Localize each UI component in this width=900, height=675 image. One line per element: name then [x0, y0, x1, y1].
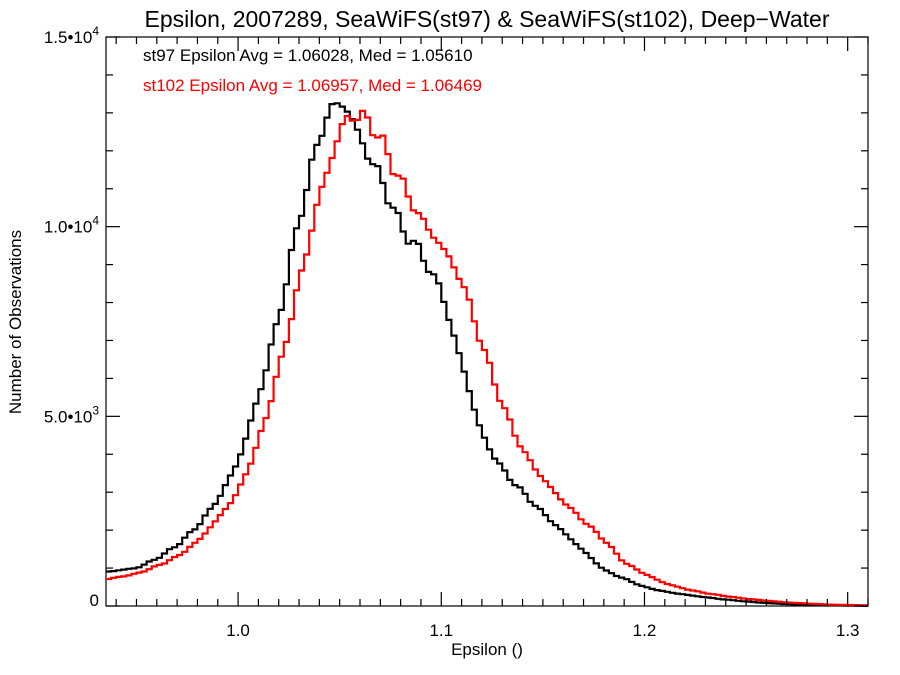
y-tick-label: 5.0•103: [44, 403, 100, 426]
chart-title: Epsilon, 2007289, SeaWiFS(st97) & SeaWiF…: [145, 6, 830, 32]
x-axis-label: Epsilon (): [451, 640, 523, 659]
y-tick-label: 1.0•104: [44, 214, 100, 237]
y-axis-label: Number of Observations: [6, 230, 25, 414]
y-tick-label: 0: [90, 591, 99, 610]
x-tick-label: 1.0: [226, 621, 250, 640]
x-axis: 1.0 1.1 1.2 1.3: [115, 37, 869, 640]
x-tick-label: 1.2: [633, 621, 657, 640]
plot-area: [105, 36, 869, 607]
plot-frame: [105, 36, 869, 607]
series-line-st102: [106, 109, 868, 607]
series-lines: [106, 102, 868, 607]
legend-entry-st97: st97 Epsilon Avg = 1.06028, Med = 1.0561…: [143, 46, 473, 65]
series-line-st97: [106, 102, 868, 607]
y-tick-label: 1.5•104: [44, 24, 100, 47]
legend: st97 Epsilon Avg = 1.06028, Med = 1.0561…: [143, 46, 482, 95]
x-tick-label: 1.3: [836, 621, 860, 640]
y-axis: 0 5.0•103 1.0•104 1.5•104: [44, 24, 868, 610]
legend-entry-st102: st102 Epsilon Avg = 1.06957, Med = 1.064…: [143, 76, 482, 95]
x-tick-label: 1.1: [429, 621, 453, 640]
